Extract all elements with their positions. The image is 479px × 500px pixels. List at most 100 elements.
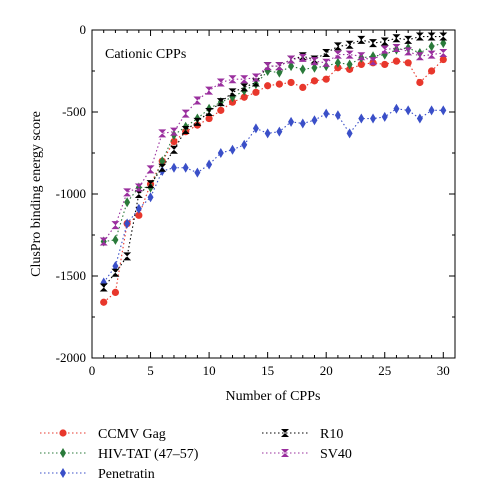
legend-label: CCMV Gag — [98, 427, 166, 442]
data-point — [345, 40, 354, 49]
x-tick-label: 25 — [378, 363, 391, 378]
data-point — [216, 78, 225, 87]
data-point — [369, 39, 378, 48]
plot-frame — [91, 29, 456, 359]
legend-marker — [281, 449, 289, 457]
axis-ticks: 0 5 10 15 20 25 30 -2000 -1500 -1000 -500 0 — [56, 22, 455, 378]
data-point — [299, 118, 306, 129]
data-point — [357, 60, 365, 69]
series-layer — [99, 32, 448, 306]
data-point — [439, 48, 448, 57]
series-line — [103, 59, 444, 303]
data-point — [135, 211, 143, 219]
data-point — [147, 192, 154, 203]
legend-item: HIV-TAT (47–57) — [40, 447, 199, 462]
data-point — [135, 203, 142, 214]
data-point — [288, 116, 295, 127]
series-1 — [100, 38, 447, 247]
chart-annotation: Cationic CPPs — [105, 47, 186, 62]
data-point — [275, 80, 283, 88]
data-point — [276, 67, 283, 78]
data-point — [381, 60, 389, 69]
data-point — [169, 145, 178, 154]
data-point — [369, 57, 378, 66]
y-axis-title: ClusPro binding energy score — [29, 111, 44, 277]
x-tick-label: 0 — [89, 363, 96, 378]
data-point — [240, 83, 249, 92]
data-point — [287, 78, 295, 87]
data-point — [193, 117, 202, 126]
data-point — [299, 64, 306, 75]
data-point — [123, 188, 132, 197]
legend-label: HIV-TAT (47–57) — [98, 447, 199, 462]
data-point — [158, 163, 167, 172]
series-line — [103, 36, 444, 288]
legend-label: Penetratin — [98, 467, 155, 482]
data-point — [392, 34, 401, 43]
data-point — [427, 32, 436, 41]
series-line — [103, 108, 444, 283]
series-line — [103, 42, 444, 243]
data-point — [228, 75, 237, 84]
data-point — [404, 47, 413, 56]
legend-label: SV40 — [320, 447, 352, 462]
series-2 — [100, 103, 447, 288]
series-3 — [99, 32, 448, 292]
data-point — [439, 55, 447, 64]
data-point — [405, 105, 412, 116]
data-point — [240, 93, 248, 101]
data-point — [428, 41, 435, 52]
data-point — [299, 83, 307, 91]
data-point — [182, 162, 189, 173]
data-point — [159, 156, 166, 167]
legend-item: R10 — [262, 427, 343, 442]
data-point — [298, 53, 307, 62]
data-point — [358, 113, 365, 124]
data-point — [357, 35, 366, 44]
data-point — [134, 190, 143, 198]
x-tick-label: 5 — [147, 363, 154, 378]
legend-item: SV40 — [262, 447, 352, 462]
data-point — [181, 109, 190, 118]
legend-label: R10 — [320, 427, 343, 442]
data-point — [440, 38, 447, 49]
data-point — [205, 114, 213, 123]
data-point — [217, 106, 225, 114]
data-point — [170, 137, 178, 146]
data-point — [206, 159, 213, 170]
data-point — [440, 105, 447, 116]
data-point — [370, 113, 377, 124]
data-point — [381, 111, 388, 122]
data-point — [241, 139, 248, 150]
y-tick-label: -1000 — [56, 186, 86, 201]
data-point — [334, 57, 341, 68]
data-point — [112, 234, 119, 245]
data-point — [112, 261, 119, 272]
data-point — [310, 77, 319, 85]
data-point — [228, 88, 237, 97]
data-point — [427, 50, 436, 59]
data-point — [392, 44, 401, 53]
data-point — [346, 128, 353, 139]
data-point — [123, 252, 132, 261]
data-point — [146, 180, 155, 189]
data-point — [380, 45, 389, 54]
data-point — [288, 61, 295, 72]
data-point — [393, 103, 400, 114]
data-point — [322, 48, 331, 57]
x-tick-label: 10 — [203, 363, 216, 378]
data-point — [100, 298, 108, 306]
data-point — [392, 57, 401, 65]
data-point — [251, 73, 260, 82]
legend-marker — [281, 429, 289, 437]
data-point — [193, 96, 202, 105]
legend-item: Penetratin — [40, 467, 155, 482]
data-point — [333, 50, 342, 59]
data-point — [311, 62, 318, 73]
data-point — [146, 165, 155, 174]
data-point — [205, 108, 214, 116]
data-point — [334, 110, 341, 121]
data-point — [404, 59, 412, 67]
legend-item: CCMV Gag — [40, 427, 166, 442]
data-point — [111, 288, 120, 296]
